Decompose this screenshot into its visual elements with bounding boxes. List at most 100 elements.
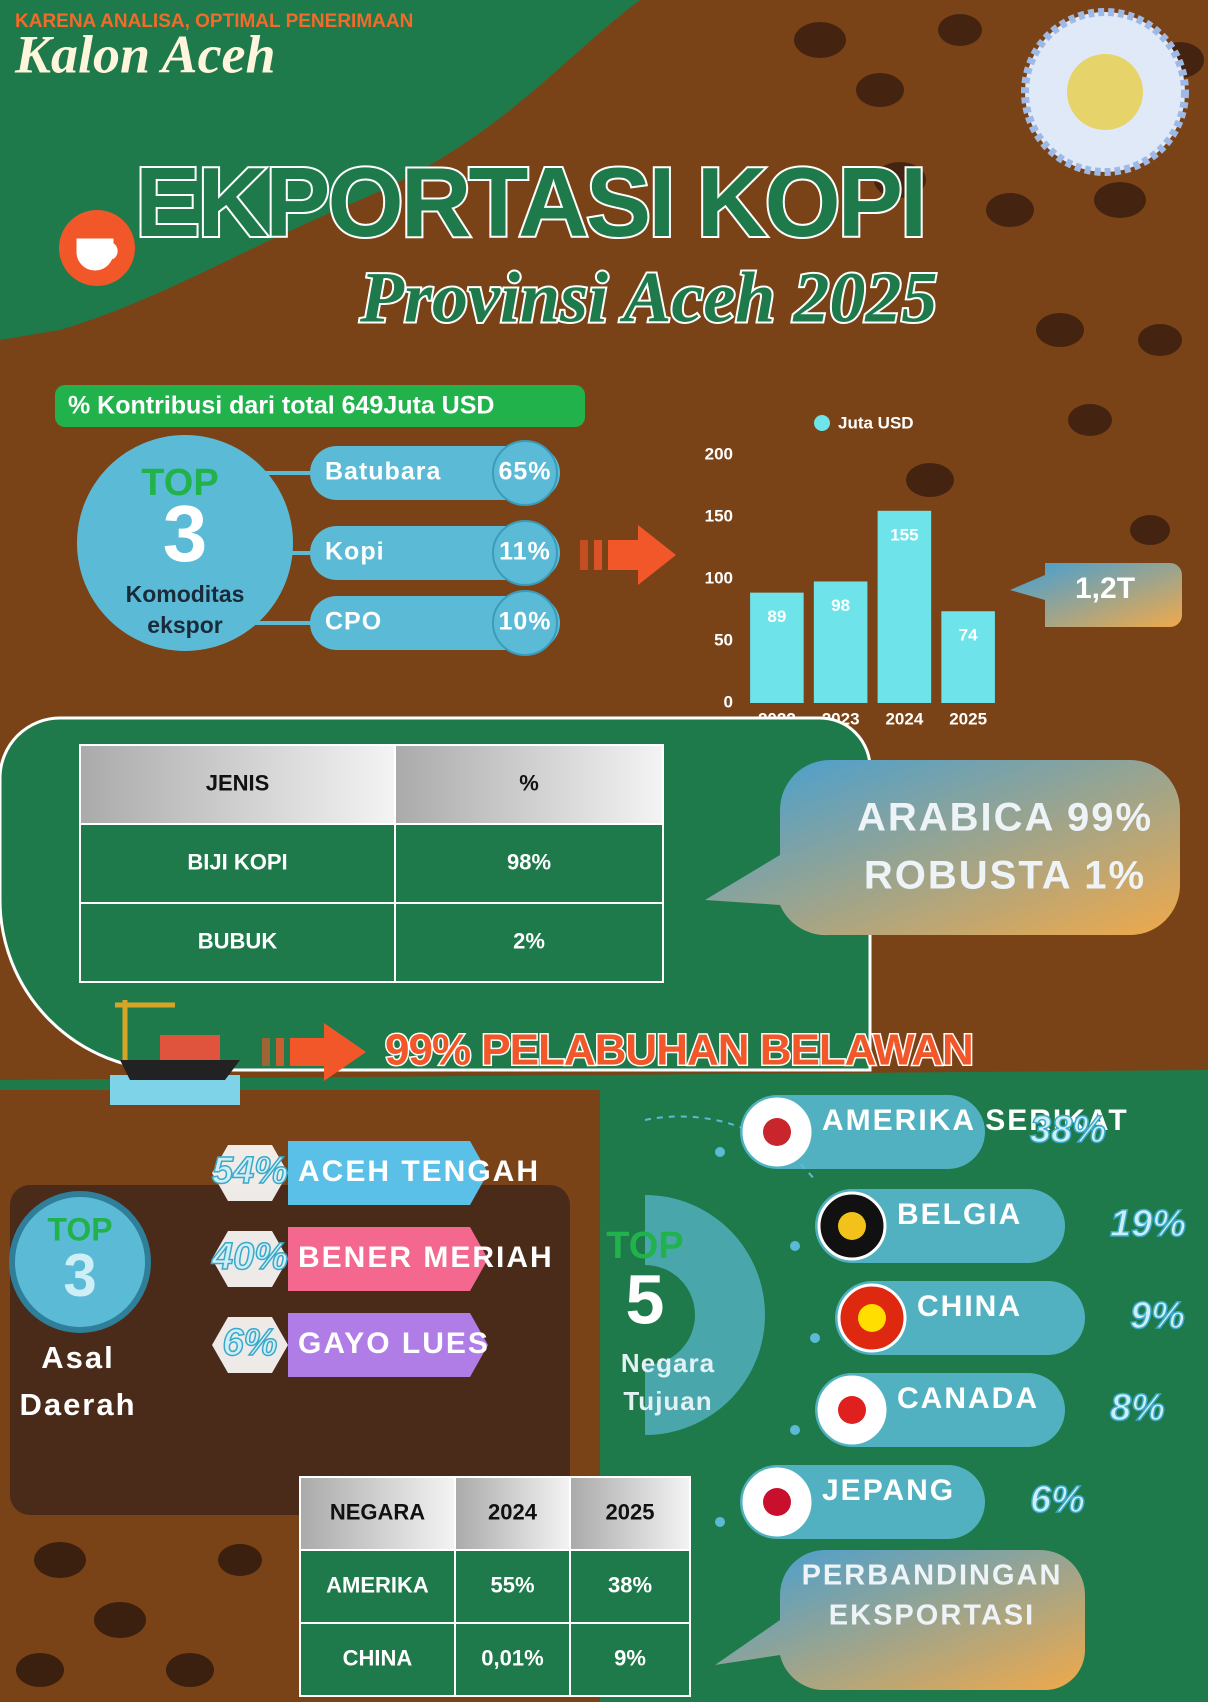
origin-pct: 54% [212, 1150, 288, 1192]
origin-caption: Asal [41, 1340, 114, 1375]
origin-caption: Daerah [19, 1387, 136, 1422]
y-tick-label: 100 [705, 568, 733, 587]
legend-swatch [814, 415, 830, 431]
coffee-beans [794, 14, 1204, 545]
origin-badge [9, 1191, 151, 1333]
table-cell-text: 38% [608, 1572, 652, 1597]
title: EKPORTASI KOPI [135, 147, 924, 257]
legend-label: Juta USD [838, 413, 914, 432]
top-green-blob [0, 0, 640, 340]
bar [941, 611, 995, 703]
top5-arc [645, 1195, 765, 1435]
badge-number: 3 [163, 489, 208, 578]
table-cell [299, 1622, 456, 1697]
origin-hex [212, 1145, 288, 1201]
brand: Kalon Aceh [14, 24, 276, 84]
destination-pct: 6% [1030, 1479, 1085, 1521]
table-header-cell [454, 1476, 571, 1551]
origin-name: GAYO LUES [298, 1327, 490, 1360]
table-cell [394, 823, 664, 904]
commodity-value: 65% [498, 458, 551, 486]
destination-name: CHINA [917, 1290, 1022, 1323]
cup-shape [76, 238, 118, 271]
commodity-value: 10% [498, 608, 551, 636]
destination-name: JEPANG [822, 1474, 955, 1507]
commodity-name: Batubara [325, 458, 441, 486]
table-cell-text: 2% [513, 928, 545, 953]
table-cell [454, 1622, 571, 1697]
table-cell-text: 0,01% [481, 1645, 543, 1670]
bar-value-label: 89 [767, 607, 786, 626]
origin-pct: 6% [223, 1322, 278, 1364]
destination-pct: 38% [1030, 1109, 1106, 1151]
origin-name: BENER MERIAH [298, 1241, 554, 1274]
comparison-label: PERBANDINGAN [802, 1560, 1063, 1592]
table-header-text: 2024 [488, 1499, 538, 1524]
destination-pct: 19% [1110, 1203, 1186, 1245]
table-header-text: JENIS [206, 770, 270, 795]
port-arrow [262, 1023, 366, 1081]
destination-name: AMERIKA SERIKAT [822, 1104, 1129, 1137]
table-cell-text: 9% [614, 1645, 646, 1670]
origin-banner [288, 1227, 488, 1291]
destination-dot [715, 1147, 725, 1157]
contribution-label-pill [55, 385, 585, 427]
commodity-value-bg [492, 440, 558, 506]
logo-center [1067, 54, 1143, 130]
top3-badge [77, 435, 293, 651]
table-header-text: NEGARA [330, 1499, 425, 1524]
table-header-text: % [519, 770, 539, 795]
badge-number: 3 [63, 1242, 96, 1309]
arc-dash [644, 1115, 816, 1181]
badge-top: TOP [141, 462, 218, 504]
table-cell [299, 1549, 456, 1624]
table-cell-text: BIJI KOPI [187, 849, 287, 874]
bar-value-label: 98 [831, 596, 850, 615]
flag-emblem [838, 1212, 866, 1240]
flag-emblem [858, 1304, 886, 1332]
variety-callout [705, 760, 1180, 936]
comparison-label: EKSPORTASI [829, 1600, 1035, 1632]
bar [750, 592, 804, 703]
flag-emblem [838, 1396, 866, 1424]
table-cell-text: CHINA [343, 1645, 413, 1670]
y-tick-label: 50 [714, 630, 733, 649]
table-header-text: 2025 [606, 1499, 655, 1524]
destination-name: CANADA [897, 1382, 1039, 1415]
table-cell-text: AMERIKA [326, 1572, 429, 1597]
badge-number: 5 [626, 1260, 665, 1338]
port-icon [110, 1000, 240, 1105]
table-header-cell [299, 1476, 456, 1551]
table-cell [569, 1622, 691, 1697]
origin-pct: 40% [211, 1236, 288, 1278]
total-callout [1010, 563, 1182, 627]
origin-banner [288, 1313, 488, 1377]
variety: ARABICA 99% [857, 796, 1153, 840]
flag-emblem [763, 1488, 791, 1516]
origin-hex [212, 1231, 288, 1287]
destination-dot [790, 1241, 800, 1251]
destination-dot [790, 1425, 800, 1435]
badge-caption: Komoditas [126, 581, 245, 607]
table-cell [79, 823, 396, 904]
bar-value-label: 74 [959, 626, 978, 645]
x-tick-label: 2024 [885, 709, 923, 728]
destination-dot [715, 1517, 725, 1527]
table-cell-text: 55% [490, 1572, 534, 1597]
origin-hex [212, 1317, 288, 1373]
table-cell [454, 1549, 571, 1624]
commodity-value: 11% [499, 538, 551, 566]
arrow [580, 525, 676, 585]
commodity-value-bg [492, 520, 558, 586]
commodity-name: CPO [325, 608, 382, 636]
tagline: KARENA ANALISA, OPTIMAL PENERIMAAN [15, 11, 413, 32]
comparison-callout [715, 1550, 1085, 1691]
destination-name: BELGIA [897, 1198, 1022, 1231]
bar [877, 510, 932, 703]
commodity-name: Kopi [325, 538, 385, 566]
table-cell [394, 902, 664, 983]
badge-top: TOP [47, 1211, 112, 1247]
destination-dot [810, 1333, 820, 1343]
bar [813, 581, 868, 703]
commodity-value-bg [492, 590, 558, 656]
